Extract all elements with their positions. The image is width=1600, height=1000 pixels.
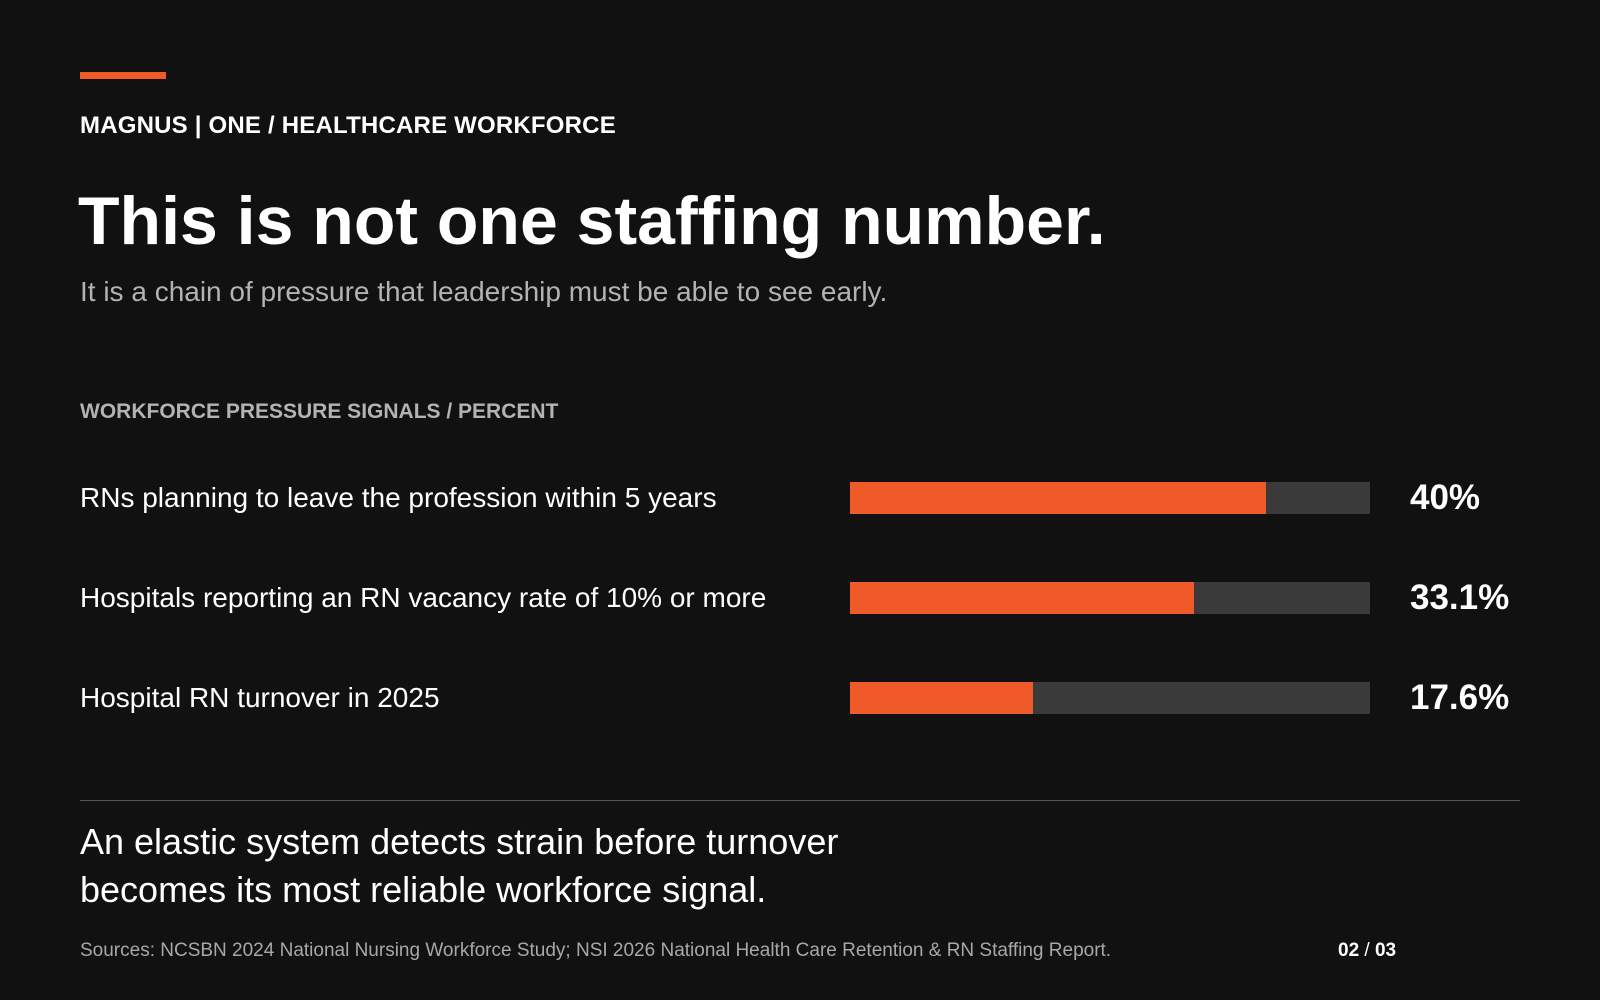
page-subtitle: It is a chain of pressure that leadershi… <box>80 276 888 307</box>
page-total: 03 <box>1374 940 1397 961</box>
accent-rule <box>80 72 166 79</box>
conclusion-text: An elastic system detects strain before … <box>80 821 839 910</box>
bar-value-label: 40% <box>1410 478 1481 517</box>
bar-category-label: Hospitals reporting an RN vacancy rate o… <box>80 582 767 613</box>
bar-category-label: Hospital RN turnover in 2025 <box>80 682 440 713</box>
page-title: This is not one staffing number. <box>78 183 1106 259</box>
chart-title: WORKFORCE PRESSURE SIGNALS / PERCENT <box>80 400 559 423</box>
bar-track <box>850 682 1370 714</box>
bar <box>850 482 1266 514</box>
bar-category-label: RNs planning to leave the profession wit… <box>80 482 717 513</box>
page-separator: / <box>1364 940 1370 961</box>
page-current: 02 <box>1338 940 1360 961</box>
page-number: 02 / 03 <box>1338 940 1396 962</box>
bar-value-label: 33.1% <box>1410 578 1510 617</box>
bar-value-label: 17.6% <box>1410 678 1510 717</box>
bar <box>850 582 1195 614</box>
sources-note: Sources: NCSBN 2024 National Nursing Wor… <box>80 940 1112 961</box>
divider <box>80 800 1520 801</box>
eyebrow-label: MAGNUS | ONE / HEALTHCARE WORKFORCE <box>80 112 616 139</box>
bar-track <box>850 482 1370 514</box>
bar-track <box>850 582 1370 614</box>
bar <box>850 682 1034 714</box>
